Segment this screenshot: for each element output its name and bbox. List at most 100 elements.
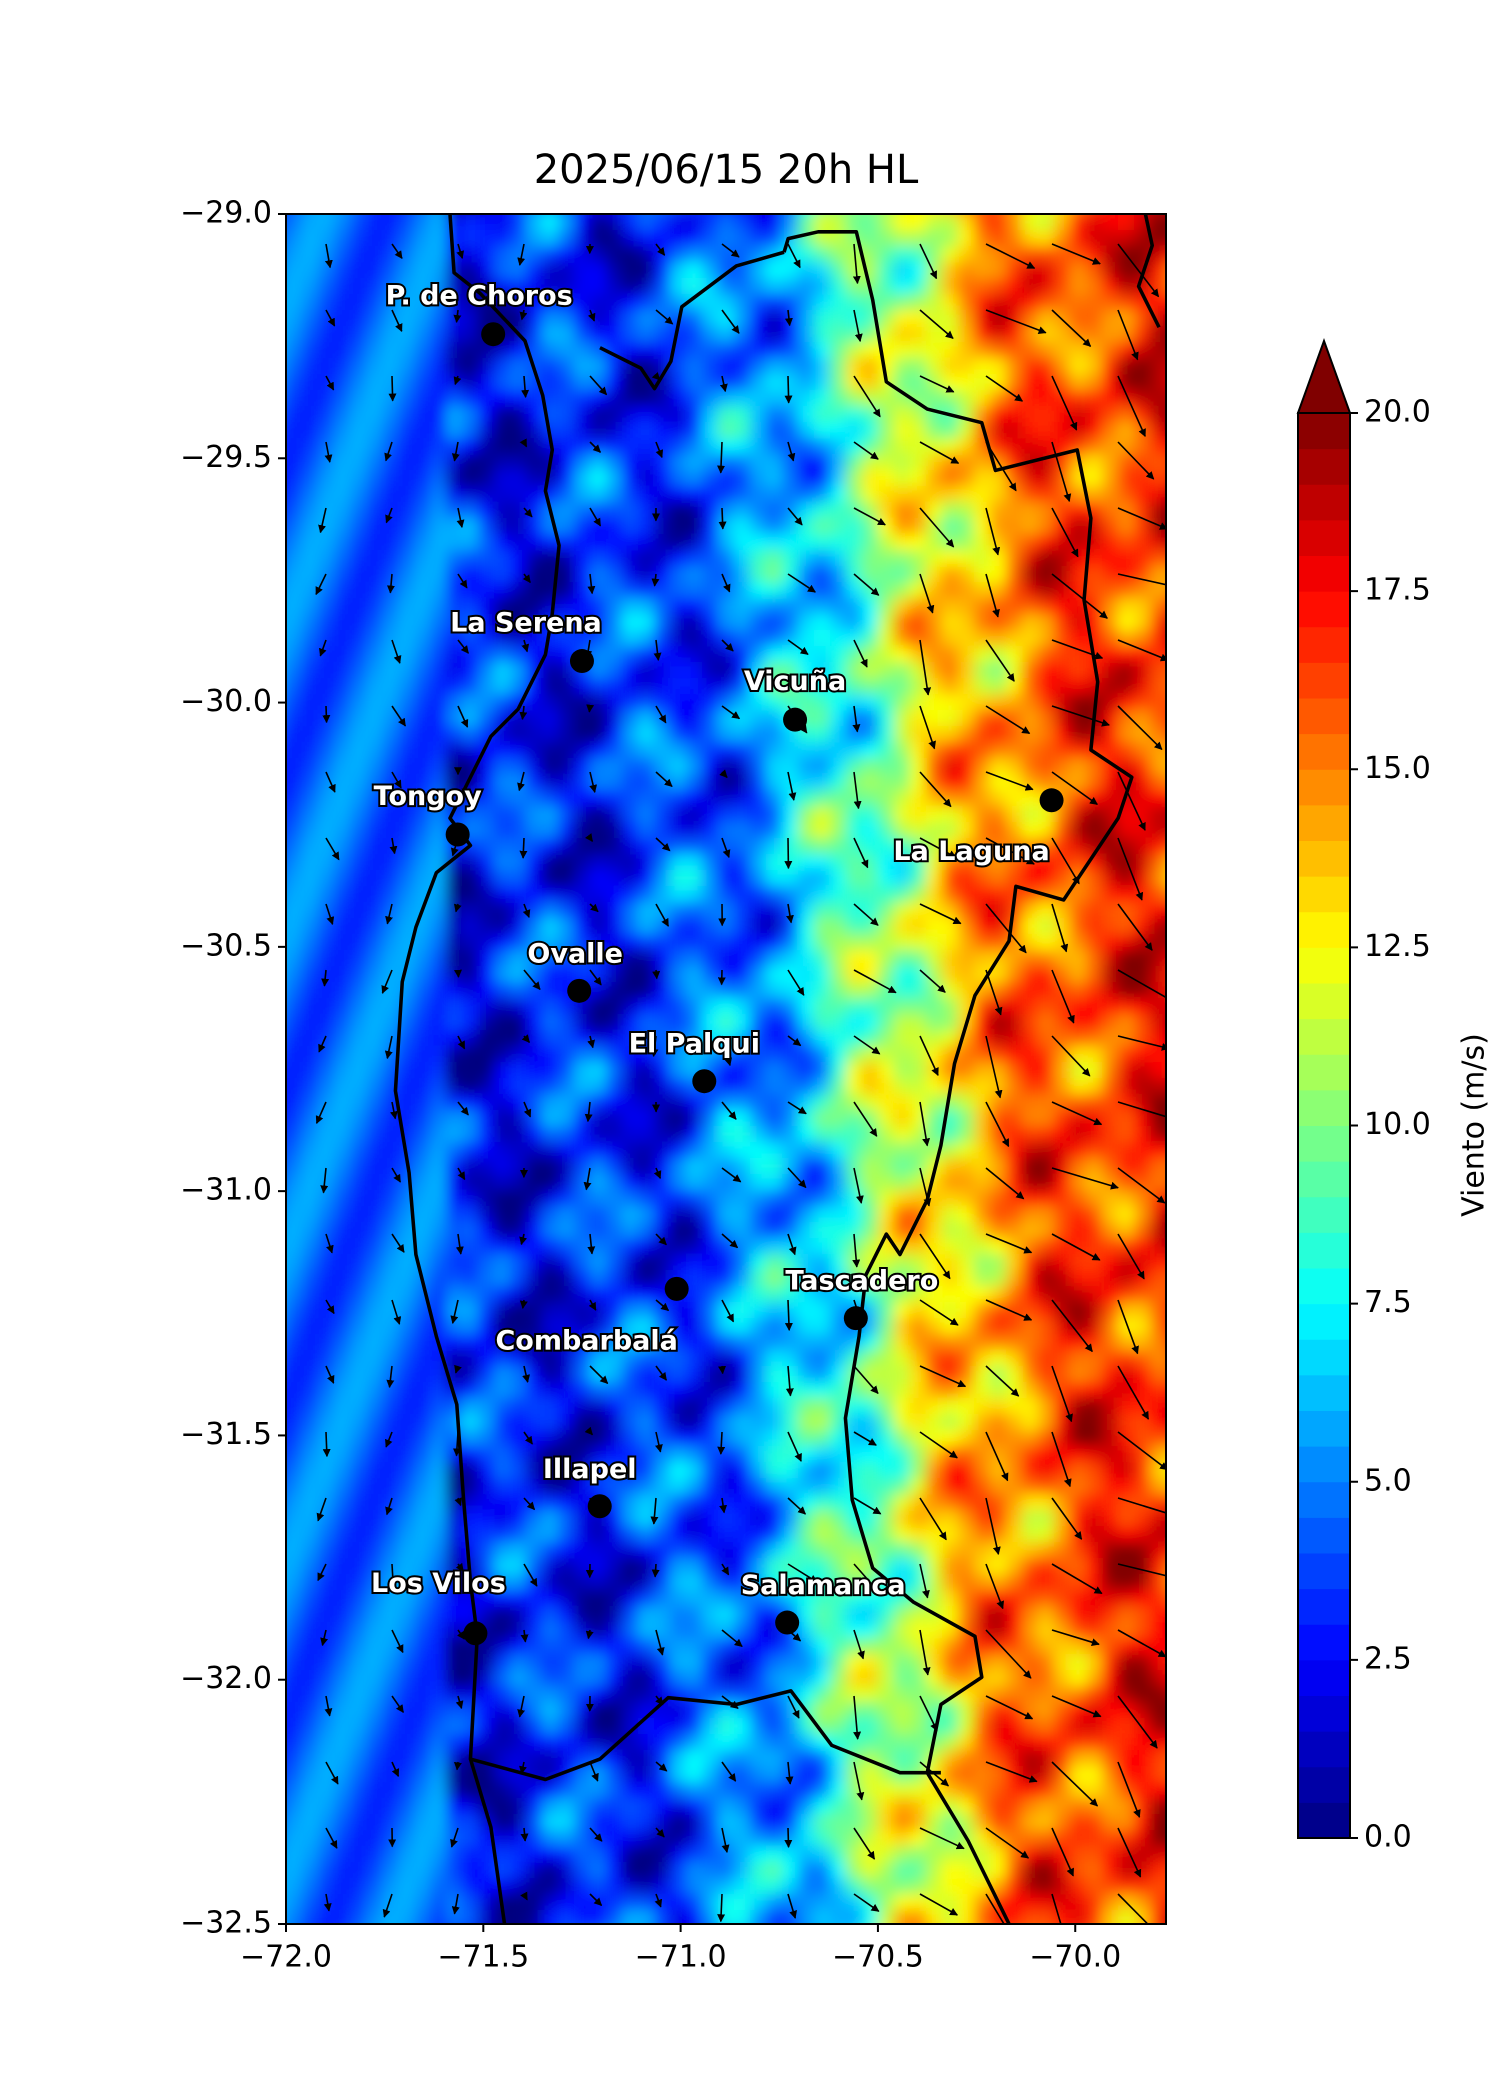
field-cell (894, 214, 911, 231)
field-cell (430, 454, 447, 471)
field-cell (446, 1254, 463, 1271)
field-cell (1070, 262, 1087, 279)
field-cell (286, 614, 287, 631)
field-cell (814, 1366, 831, 1383)
field-cell (766, 1574, 783, 1591)
field-cell (606, 1030, 623, 1047)
field-cell (734, 870, 751, 887)
field-cell (1054, 1174, 1071, 1191)
field-cell (302, 1510, 319, 1527)
field-cell (366, 1222, 383, 1239)
field-cell (1118, 454, 1135, 471)
field-cell (1134, 486, 1151, 503)
field-cell (558, 358, 575, 375)
field-cell (478, 598, 495, 615)
field-cell (302, 918, 319, 935)
field-cell (1054, 230, 1071, 247)
field-cell (1070, 1030, 1087, 1047)
field-cell (398, 1062, 415, 1079)
field-cell (862, 726, 879, 743)
field-cell (718, 390, 735, 407)
field-cell (478, 1030, 495, 1047)
field-cell (1166, 774, 1183, 791)
field-cell (990, 246, 1007, 263)
field-cell (734, 1222, 751, 1239)
field-cell (766, 966, 783, 983)
field-cell (1086, 1398, 1103, 1415)
field-cell (286, 710, 287, 727)
field-cell (686, 918, 703, 935)
field-cell (974, 806, 991, 823)
field-cell (606, 694, 623, 711)
field-cell (670, 678, 687, 695)
field-cell (782, 1318, 799, 1335)
field-cell (686, 662, 703, 679)
field-cell (798, 694, 815, 711)
field-cell (430, 1478, 447, 1495)
field-cell (958, 806, 975, 823)
field-cell (286, 374, 303, 391)
field-cell (1006, 1094, 1023, 1111)
field-cell (750, 822, 767, 839)
field-cell (478, 1174, 495, 1191)
field-cell (750, 806, 767, 823)
field-cell (1006, 1478, 1023, 1495)
field-cell (398, 230, 415, 247)
field-cell (1102, 1014, 1119, 1031)
field-cell (814, 1574, 831, 1591)
field-cell (782, 1462, 799, 1479)
field-cell (798, 422, 815, 439)
field-cell (1070, 694, 1087, 711)
field-cell (1022, 1414, 1039, 1431)
field-cell (350, 374, 367, 391)
field-cell (1038, 1574, 1055, 1591)
field-cell (846, 214, 863, 231)
field-cell (782, 1110, 799, 1127)
field-cell (286, 566, 303, 583)
field-cell (366, 1558, 383, 1575)
field-cell (734, 646, 751, 663)
field-cell (478, 790, 495, 807)
field-cell (286, 582, 303, 599)
field-cell (366, 358, 383, 375)
field-cell (894, 438, 911, 455)
field-cell (286, 1078, 287, 1095)
field-cell (894, 502, 911, 519)
field-cell (734, 1206, 751, 1223)
field-cell (1166, 390, 1183, 407)
field-cell (878, 1366, 895, 1383)
field-cell (542, 246, 559, 263)
field-cell (1166, 502, 1183, 519)
field-cell (782, 390, 799, 407)
field-cell (814, 214, 831, 215)
field-cell (686, 710, 703, 727)
field-cell (750, 566, 767, 583)
field-cell (814, 550, 831, 567)
field-cell (878, 998, 895, 1015)
field-cell (894, 822, 911, 839)
field-cell (510, 486, 527, 503)
field-cell (446, 1030, 463, 1047)
field-cell (798, 662, 815, 679)
field-cell (1166, 1062, 1183, 1079)
field-cell (862, 870, 879, 887)
field-cell (990, 678, 1007, 695)
field-cell (350, 1590, 367, 1607)
field-cell (350, 310, 367, 327)
field-cell (718, 726, 735, 743)
field-cell (830, 902, 847, 919)
field-cell (1070, 918, 1087, 935)
field-cell (974, 294, 991, 311)
field-cell (350, 1126, 367, 1143)
field-cell (734, 1574, 751, 1591)
field-cell (494, 662, 511, 679)
field-cell (990, 806, 1007, 823)
field-cell (1070, 1350, 1087, 1367)
field-cell (510, 982, 527, 999)
field-cell (1134, 710, 1151, 727)
field-cell (798, 1158, 815, 1175)
field-cell (782, 1174, 799, 1191)
field-cell (1086, 870, 1103, 887)
field-cell (766, 262, 783, 279)
field-cell (878, 1558, 895, 1575)
